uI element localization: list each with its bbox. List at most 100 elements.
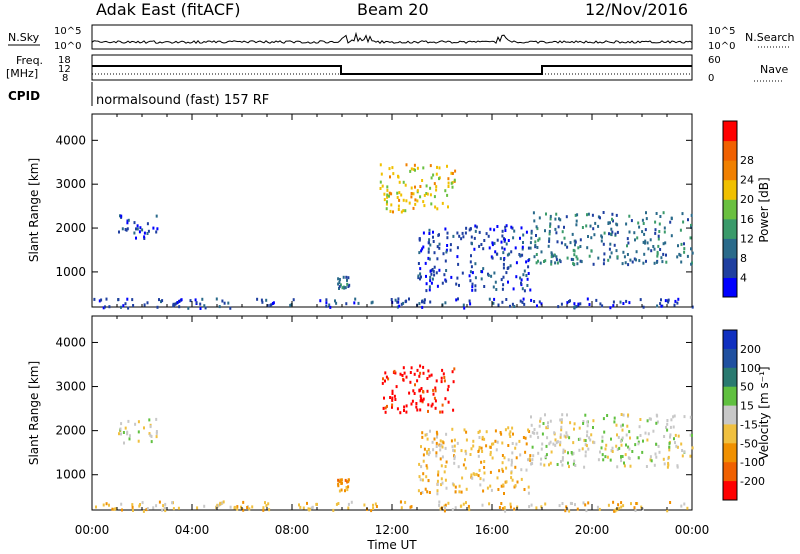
data-cell	[445, 460, 448, 464]
data-cell	[105, 502, 108, 506]
colorbar-swatch	[723, 218, 737, 239]
data-cell	[372, 507, 375, 510]
data-cell	[633, 257, 636, 261]
data-cell	[621, 455, 624, 458]
data-cell	[424, 261, 427, 265]
data-cell	[587, 212, 590, 216]
data-cell	[299, 505, 302, 509]
data-cell	[567, 461, 569, 465]
data-cell	[150, 440, 153, 444]
data-cell	[215, 505, 218, 509]
data-cell	[131, 503, 134, 507]
data-cell	[441, 481, 444, 485]
data-cell	[418, 302, 421, 306]
data-cell	[526, 284, 529, 287]
freq-tick-8: 8	[62, 73, 68, 84]
data-cell	[468, 508, 471, 512]
data-cell	[439, 448, 442, 452]
data-cell	[160, 300, 162, 304]
data-cell	[124, 302, 127, 306]
data-cell	[587, 501, 590, 505]
data-cell	[638, 259, 641, 263]
x-tick-label: 00:00	[675, 523, 710, 537]
data-cell	[438, 268, 441, 272]
data-cell	[510, 225, 513, 229]
data-cell	[396, 300, 399, 304]
data-cell	[529, 288, 532, 292]
colorbar-frame	[722, 329, 738, 501]
data-cell	[668, 441, 671, 445]
data-cell	[619, 439, 622, 443]
data-cell	[302, 506, 305, 510]
data-cell	[554, 261, 557, 265]
data-cell	[339, 283, 342, 287]
data-cell	[500, 240, 503, 244]
data-cell	[616, 255, 619, 259]
data-cell	[663, 462, 666, 466]
data-cell	[514, 246, 517, 250]
data-cell	[447, 501, 450, 505]
data-cell	[549, 224, 552, 228]
data-cell	[653, 261, 656, 265]
velocity-colorbar-label: Velocity [m s⁻¹]	[757, 366, 771, 459]
data-cell	[454, 490, 457, 494]
x-tick-label: 16:00	[475, 523, 510, 537]
data-cell	[419, 399, 422, 403]
data-cell	[481, 435, 484, 439]
data-cell	[433, 265, 436, 269]
data-cell	[646, 241, 649, 245]
y-tick-label: 2000	[55, 424, 86, 438]
nsearch-tick-bottom: 10^0	[708, 41, 735, 52]
data-cell	[537, 259, 539, 263]
data-cell	[120, 305, 122, 309]
data-cell	[601, 435, 604, 439]
data-cell	[465, 430, 468, 434]
data-cell	[425, 274, 427, 278]
data-cell	[431, 440, 434, 444]
data-cell	[665, 425, 667, 429]
colorbar-swatch	[723, 443, 737, 463]
data-cell	[421, 247, 424, 251]
data-cell	[483, 437, 486, 441]
data-cell	[450, 275, 453, 279]
colorbar-swatch	[723, 238, 737, 259]
data-cell	[621, 428, 624, 432]
data-cell	[266, 304, 269, 308]
data-cell	[664, 241, 667, 245]
data-cell	[477, 474, 480, 478]
data-cell	[625, 299, 628, 303]
data-cell	[426, 389, 429, 393]
data-cell	[405, 375, 408, 379]
data-cell	[419, 364, 422, 368]
data-cell	[538, 216, 541, 220]
data-cell	[623, 464, 626, 468]
data-cell	[665, 260, 668, 264]
data-cell	[447, 400, 450, 404]
data-cell	[405, 163, 408, 167]
data-cell	[656, 304, 659, 308]
data-cell	[512, 287, 515, 291]
data-cell	[396, 196, 399, 199]
data-cell	[347, 502, 350, 506]
data-cell	[664, 299, 667, 303]
data-cell	[483, 285, 486, 288]
data-cell	[338, 281, 341, 284]
data-cell	[615, 222, 618, 226]
data-cell	[501, 454, 504, 457]
data-cell	[536, 304, 538, 308]
data-cell	[410, 192, 413, 195]
data-cell	[590, 433, 593, 437]
data-cell	[668, 445, 671, 449]
data-cell	[572, 248, 575, 252]
data-cell	[585, 224, 588, 228]
data-cell	[382, 377, 384, 381]
data-cell	[433, 251, 436, 255]
data-cell	[398, 180, 401, 184]
data-cell	[501, 246, 504, 250]
data-cell	[544, 455, 547, 458]
data-cell	[464, 458, 466, 462]
data-cell	[134, 422, 137, 426]
data-cell	[246, 506, 249, 509]
data-cell	[430, 176, 433, 180]
data-cell	[354, 297, 357, 301]
